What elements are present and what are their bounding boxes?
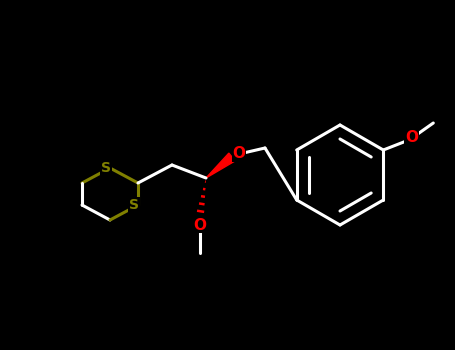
- Text: O: O: [405, 131, 418, 146]
- Text: O: O: [193, 217, 207, 232]
- Text: S: S: [101, 161, 111, 175]
- Text: O: O: [233, 147, 246, 161]
- Text: S: S: [129, 198, 139, 212]
- Polygon shape: [206, 153, 235, 178]
